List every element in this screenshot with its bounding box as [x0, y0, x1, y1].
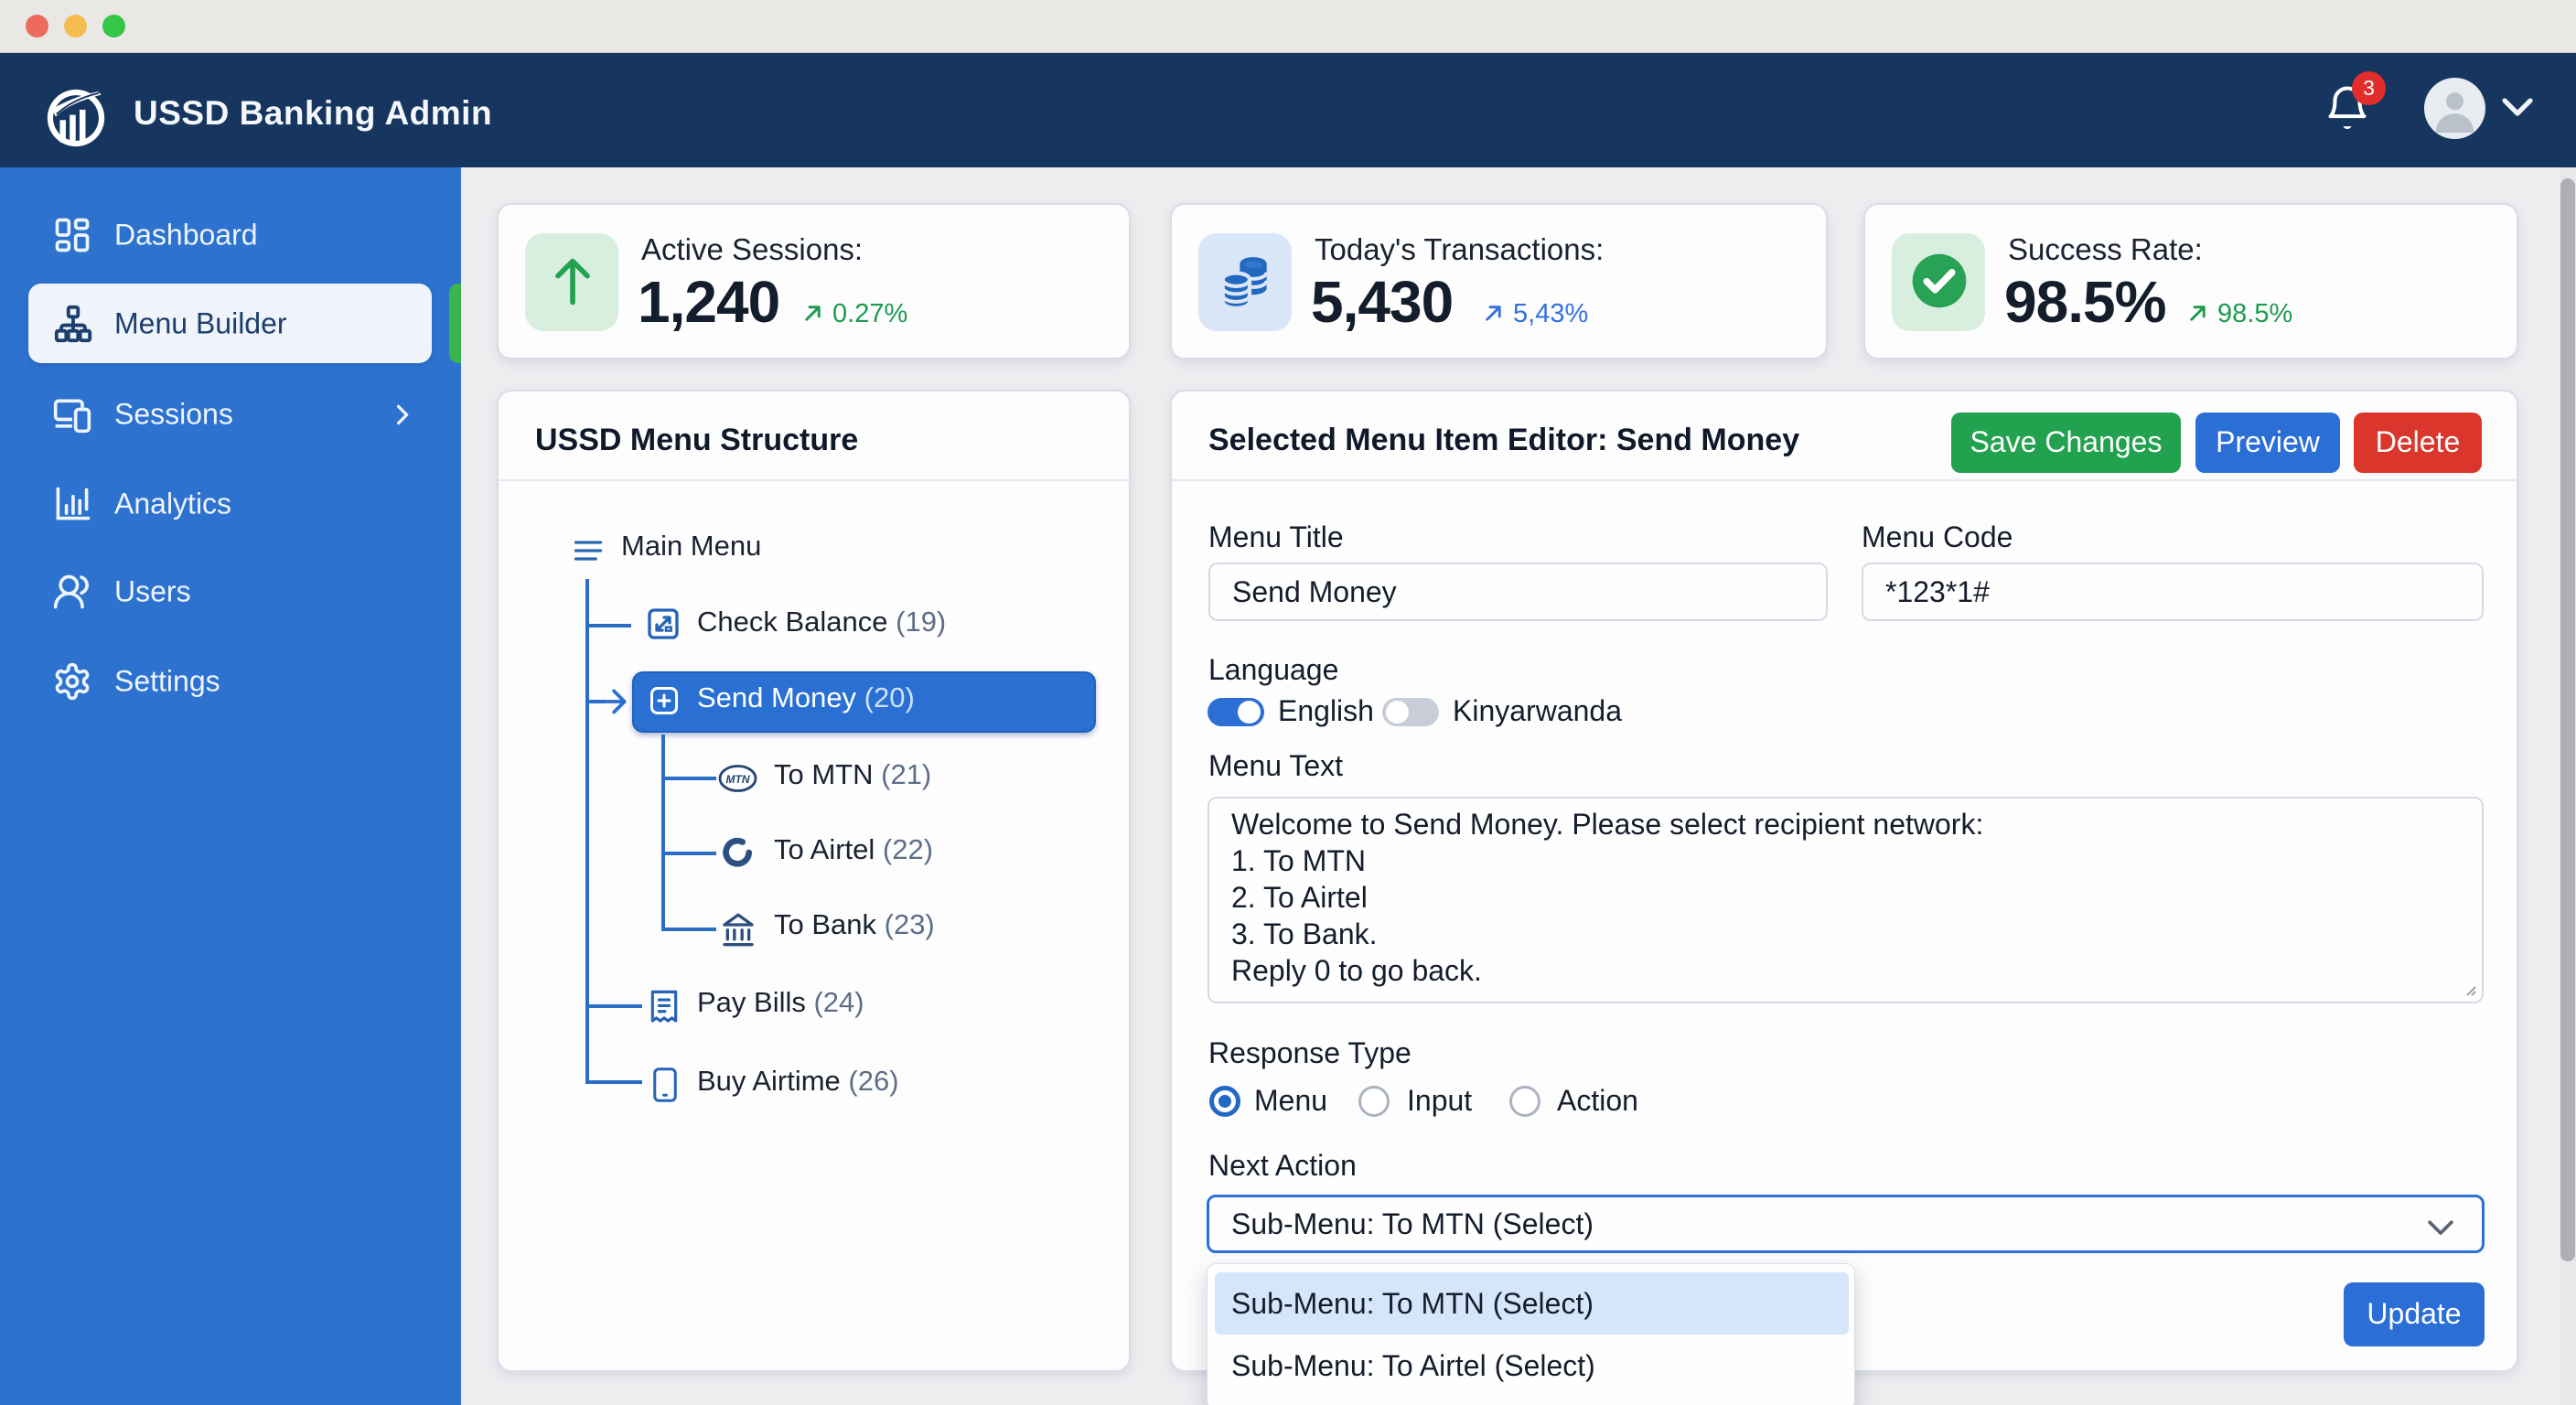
svg-text:MTN: MTN [726, 773, 750, 786]
